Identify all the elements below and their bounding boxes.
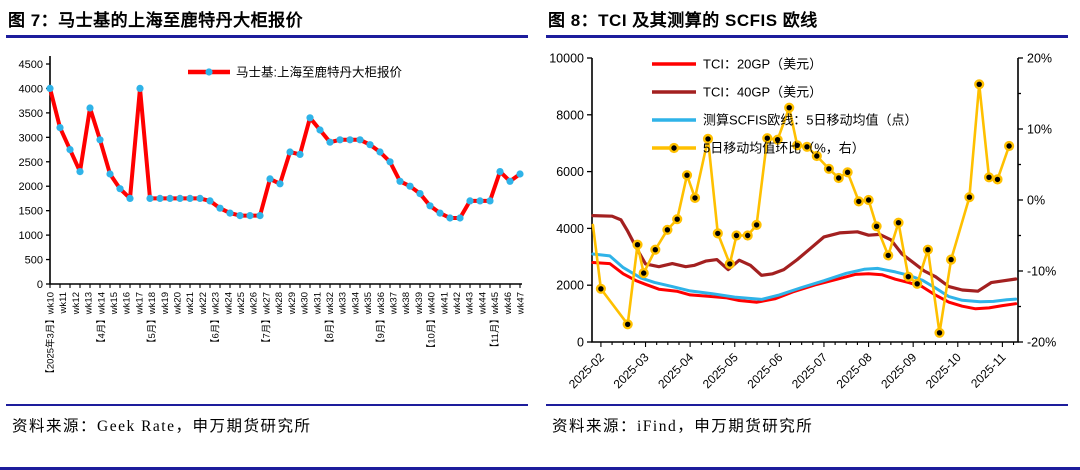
svg-text:wk37: wk37 [388,292,399,315]
svg-text:500: 500 [25,255,43,267]
svg-text:【4月】wk14: 【4月】wk14 [96,292,107,348]
svg-text:4000: 4000 [19,83,43,95]
svg-text:wk11: wk11 [58,292,69,314]
svg-text:wk35: wk35 [363,292,374,315]
svg-text:wk13: wk13 [84,292,95,315]
svg-text:2025-04: 2025-04 [655,350,696,391]
svg-text:wk33: wk33 [338,292,349,315]
svg-text:0: 0 [577,336,584,350]
svg-text:0%: 0% [1027,194,1045,208]
figure-7-title: 图 7：马士基的上海至鹿特丹大柜报价 [6,0,528,38]
svg-text:wk21: wk21 [185,292,196,315]
svg-text:wk17: wk17 [134,292,145,315]
svg-text:【6月】wk23: 【6月】wk23 [211,292,222,348]
svg-text:【9月】wk36: 【9月】wk36 [376,292,387,348]
svg-text:4500: 4500 [19,59,43,71]
svg-text:8000: 8000 [556,108,584,122]
svg-text:wk43: wk43 [465,292,476,315]
maersk-quote-chart-svg: 0 500 1000 1500 2000 2500 3000 3500 4000 4500 【202… [19,56,527,379]
svg-text:2025-05: 2025-05 [700,350,741,391]
svg-text:2025-11: 2025-11 [968,350,1009,391]
svg-text:10%: 10% [1027,123,1052,137]
svg-text:2025-06: 2025-06 [744,350,785,391]
svg-text:2025-02: 2025-02 [566,350,607,391]
svg-text:wk31: wk31 [312,292,323,315]
svg-text:wk25: wk25 [236,292,247,315]
svg-text:【7月】wk27: 【7月】wk27 [261,292,272,348]
tci-scfis-chart: 0 2000 4000 6000 8000 10000 -20% -10% 0% 10% 20% 20… [540,38,1080,404]
svg-text:2025-08: 2025-08 [834,350,875,391]
svg-text:2025-03: 2025-03 [611,350,652,391]
svg-text:wk26: wk26 [249,292,260,315]
svg-text:10000: 10000 [549,52,584,66]
svg-text:2025-10: 2025-10 [923,350,964,391]
svg-text:测算SCFIS欧线：5日移动均值（点）: 测算SCFIS欧线：5日移动均值（点） [703,113,918,128]
svg-text:20%: 20% [1027,52,1052,66]
figure-8-title: 图 8：TCI 及其测算的 SCFIS 欧线 [546,0,1068,38]
svg-text:马士基:上海至鹿特丹大柜报价: 马士基:上海至鹿特丹大柜报价 [236,65,402,80]
svg-text:TCI：40GP（美元）: TCI：40GP（美元） [703,85,822,100]
svg-text:3000: 3000 [19,132,43,144]
svg-text:2500: 2500 [19,157,43,169]
svg-text:wk22: wk22 [198,292,209,315]
svg-text:wk47: wk47 [516,292,527,315]
svg-text:【11月】wk45: 【11月】wk45 [490,292,501,353]
svg-text:wk20: wk20 [173,292,184,315]
svg-text:wk42: wk42 [452,292,463,315]
maersk-quote-chart: 0 500 1000 1500 2000 2500 3000 3500 4000 4500 【202… [0,38,540,404]
svg-text:wk15: wk15 [109,292,120,315]
page-bottom-rule [0,467,1080,470]
svg-text:5日移动均值环比（%，右）: 5日移动均值环比（%，右） [703,141,865,156]
figure-7-panel: 图 7：马士基的上海至鹿特丹大柜报价 0 500 1000 1500 2000 2500 3… [0,0,540,442]
svg-text:1500: 1500 [19,206,43,218]
svg-text:2025-09: 2025-09 [878,350,919,391]
tci-scfis-chart-svg: 0 2000 4000 6000 8000 10000 -20% -10% 0% 10% 20% 20… [549,52,1056,392]
svg-text:wk16: wk16 [122,292,133,315]
svg-text:wk46: wk46 [503,292,514,315]
svg-text:wk39: wk39 [414,292,425,315]
svg-text:2000: 2000 [19,181,43,193]
svg-text:【2025年3月】wk10: 【2025年3月】wk10 [45,292,57,379]
svg-text:wk29: wk29 [287,292,298,315]
svg-text:6000: 6000 [556,165,584,179]
svg-text:0: 0 [37,279,43,291]
svg-text:wk30: wk30 [300,292,311,315]
figure-8-panel: 图 8：TCI 及其测算的 SCFIS 欧线 0 2000 4000 6000 8000… [540,0,1080,442]
svg-text:wk19: wk19 [160,292,171,315]
svg-text:TCI：20GP（美元）: TCI：20GP（美元） [703,57,822,72]
svg-text:4000: 4000 [556,222,584,236]
svg-text:wk12: wk12 [71,292,82,315]
source-note-right: 资料来源：iFind，申万期货研究所 [546,404,1068,442]
svg-text:wk28: wk28 [274,292,285,315]
svg-text:3500: 3500 [19,108,43,120]
svg-text:wk34: wk34 [350,292,361,315]
svg-text:wk38: wk38 [401,292,412,315]
svg-text:1000: 1000 [19,230,43,242]
svg-text:-10%: -10% [1027,265,1056,279]
svg-text:【5月】wk18: 【5月】wk18 [147,292,158,348]
svg-text:wk41: wk41 [439,292,450,315]
svg-text:【10月】wk40: 【10月】wk40 [427,292,438,353]
svg-text:wk44: wk44 [477,292,488,315]
svg-text:wk24: wk24 [223,292,234,315]
svg-text:2025-07: 2025-07 [789,350,830,391]
svg-text:【8月】wk32: 【8月】wk32 [325,292,336,348]
report-figure-row: 图 7：马士基的上海至鹿特丹大柜报价 0 500 1000 1500 2000 2500 3… [0,0,1080,442]
svg-text:-20%: -20% [1027,336,1056,350]
svg-text:2000: 2000 [556,279,584,293]
source-note-left: 资料来源：Geek Rate，申万期货研究所 [6,404,528,442]
